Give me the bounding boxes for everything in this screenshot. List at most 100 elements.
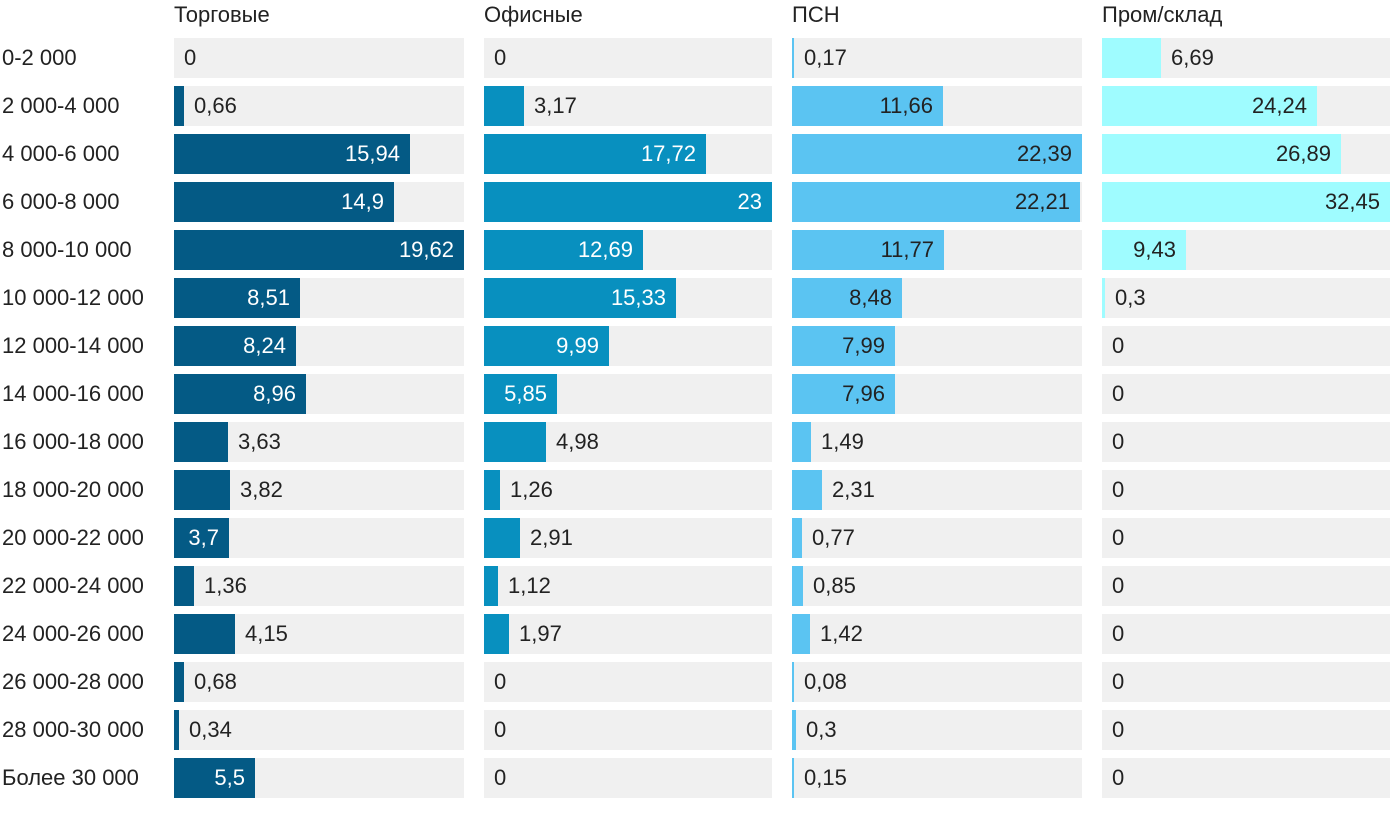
category-label: 10 000-12 000: [2, 285, 144, 310]
data-label: 2,31: [832, 477, 875, 502]
data-label: 9,43: [1133, 237, 1176, 262]
data-label: 15,94: [344, 141, 400, 166]
data-label: 26,89: [1275, 141, 1331, 166]
data-label: 9,99: [556, 333, 599, 358]
data-label: 11,66: [879, 93, 933, 118]
bar-track: [484, 758, 772, 798]
data-label: 0,3: [806, 717, 837, 742]
bar: [1102, 278, 1105, 318]
data-label: 1,97: [519, 621, 562, 646]
data-label: 0: [494, 45, 507, 70]
data-label: 17,72: [640, 141, 696, 166]
bar-track: [484, 662, 772, 702]
data-label: 5,5: [214, 765, 245, 790]
data-label: 0: [1112, 333, 1125, 358]
bar-track: [792, 758, 1082, 798]
bar: [174, 518, 229, 558]
bar: [484, 614, 509, 654]
bar-track: [792, 38, 1082, 78]
data-label: 0: [1112, 525, 1125, 550]
bar: [174, 566, 194, 606]
data-label: 0: [1112, 573, 1125, 598]
bar: [792, 278, 902, 318]
category-label: 20 000-22 000: [2, 525, 144, 550]
data-label: 1,49: [821, 429, 864, 454]
category-label: 14 000-16 000: [2, 381, 144, 406]
data-label: 0: [1112, 381, 1125, 406]
bar: [792, 86, 943, 126]
category-label: 24 000-26 000: [2, 621, 144, 646]
bar: [792, 470, 822, 510]
bar-track: [484, 470, 772, 510]
category-label: 22 000-24 000: [2, 573, 144, 598]
bar: [174, 758, 255, 798]
data-label: 19,62: [398, 237, 454, 262]
bar: [484, 422, 546, 462]
bar: [792, 758, 794, 798]
bar: [484, 86, 524, 126]
bar-track: [174, 38, 464, 78]
bar: [174, 662, 184, 702]
bar-track: [1102, 710, 1390, 750]
category-label: 16 000-18 000: [2, 429, 144, 454]
data-label: 0,15: [804, 765, 847, 790]
bar-track: [484, 710, 772, 750]
bar-track: [1102, 326, 1390, 366]
data-label: 7,96: [842, 381, 885, 406]
data-label: 23: [737, 189, 762, 214]
bar-track: [792, 566, 1082, 606]
bar: [484, 470, 500, 510]
category-label: 0-2 000: [2, 45, 77, 70]
bar-track: [792, 614, 1082, 654]
category-label: 6 000-8 000: [2, 189, 120, 214]
bar-track: [1102, 278, 1390, 318]
bar-track: [1102, 470, 1390, 510]
bar: [484, 374, 557, 414]
data-label: 11,77: [880, 237, 934, 262]
category-label: 28 000-30 000: [2, 717, 144, 742]
data-label: 0: [184, 45, 197, 70]
bar: [792, 134, 1082, 174]
bar: [174, 326, 296, 366]
bar-track: [174, 566, 464, 606]
bar: [174, 422, 228, 462]
data-label: 0: [494, 669, 507, 694]
bar: [174, 374, 306, 414]
bar: [174, 470, 230, 510]
data-label: 3,17: [534, 93, 577, 118]
data-label: 22,21: [1014, 189, 1070, 214]
bar-track: [1102, 422, 1390, 462]
bar: [484, 134, 706, 174]
data-label: 0: [494, 765, 507, 790]
data-label: 0,66: [194, 93, 237, 118]
bar: [792, 566, 803, 606]
bar-track: [484, 38, 772, 78]
data-label: 22,39: [1016, 141, 1072, 166]
bar-track: [1102, 518, 1390, 558]
data-label: 0: [1112, 621, 1125, 646]
category-label: Более 30 000: [2, 765, 139, 790]
bar-track: [792, 422, 1082, 462]
bar: [174, 86, 184, 126]
bar: [792, 230, 944, 270]
category-label: 18 000-20 000: [2, 477, 144, 502]
data-label: 24,24: [1251, 93, 1307, 118]
bar: [792, 326, 895, 366]
data-label: 0,77: [812, 525, 855, 550]
data-label: 1,36: [204, 573, 247, 598]
data-label: 4,98: [556, 429, 599, 454]
series-title: Пром/склад: [1102, 2, 1223, 27]
data-label: 0: [1112, 765, 1125, 790]
bar-track: [174, 710, 464, 750]
bar: [484, 278, 676, 318]
bar-track: [1102, 374, 1390, 414]
bar-track: [484, 518, 772, 558]
bar-track: [1102, 662, 1390, 702]
data-label: 0,17: [804, 45, 847, 70]
data-label: 8,51: [247, 285, 290, 310]
data-label: 15,33: [610, 285, 666, 310]
bar: [484, 182, 772, 222]
bar-track: [1102, 614, 1390, 654]
series-title: Торговые: [174, 2, 270, 27]
